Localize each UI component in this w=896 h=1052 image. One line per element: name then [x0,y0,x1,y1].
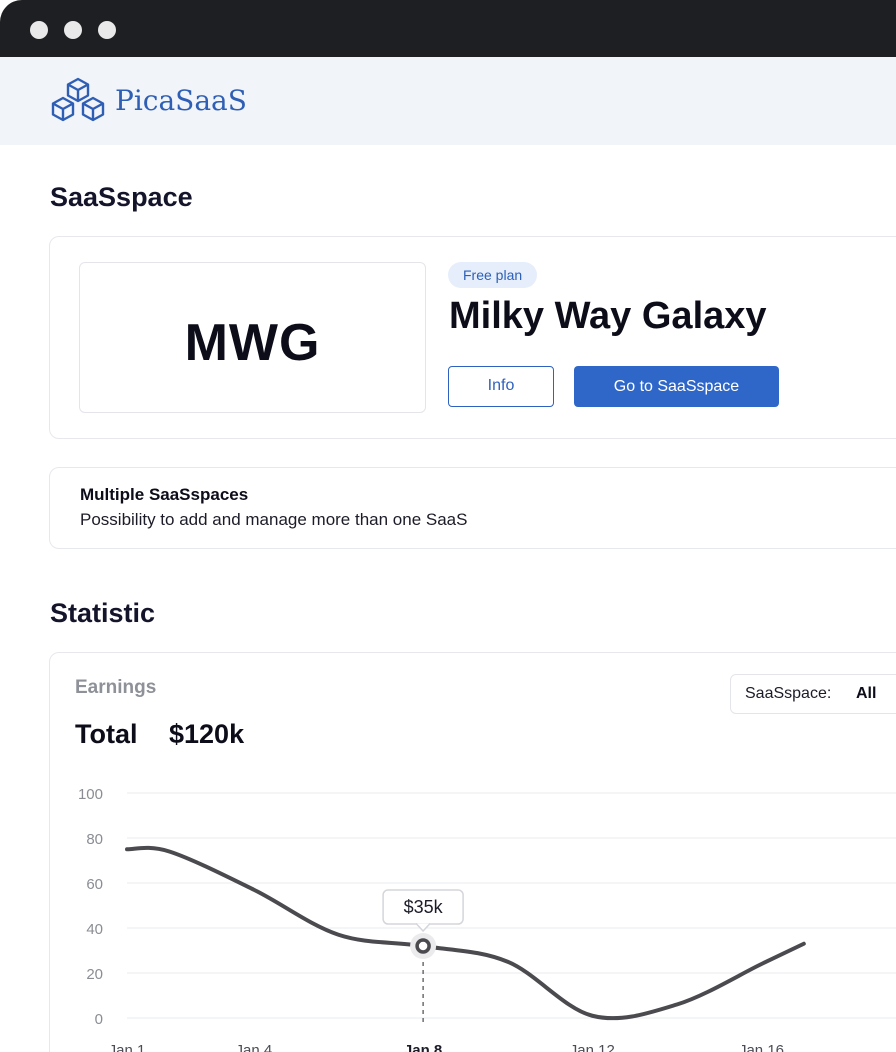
window-maximize-dot[interactable] [98,21,116,39]
saasspace-name: Milky Way Galaxy [449,295,767,337]
tooltip-pointer [415,922,431,933]
y-tick-label: 80 [86,831,103,848]
saasspace-filter-select[interactable]: SaaSspace: All [730,674,896,714]
plan-badge: Free plan [448,262,538,288]
filter-value: All [856,685,877,702]
window-close-dot[interactable] [30,21,48,39]
x-tick-label: Jan 4 [236,1042,273,1052]
earnings-series-line [125,845,806,1021]
brand-name[interactable]: PicaSaaS [115,84,247,117]
x-tick-label: Jan 12 [570,1042,615,1052]
y-tick-label: 0 [95,1011,103,1028]
y-tick-label: 40 [86,921,103,938]
section-title-statistic: Statistic [50,598,156,628]
x-tick-label: Jan 16 [739,1042,784,1052]
cubes-logo-icon [51,77,105,122]
x-tick-label: Jan 8 [404,1042,442,1052]
window-titlebar [0,0,896,57]
x-tick-label: Jan 1 [109,1042,146,1052]
saasspace-logo: MWG [79,262,426,413]
y-tick-label: 100 [78,786,103,803]
data-point-marker [415,938,431,954]
total-value: $120k [169,719,245,749]
feature-description: Possibility to add and manage more than … [80,510,468,529]
filter-label: SaaSspace: [745,685,832,702]
y-tick-label: 60 [86,876,103,893]
info-button[interactable]: Info [448,366,554,407]
window-minimize-dot[interactable] [64,21,82,39]
y-tick-label: 20 [86,966,103,983]
tooltip-label: $35k [404,897,444,917]
earnings-card [49,652,896,1052]
go-to-saasspace-button[interactable]: Go to SaaSspace [574,366,779,407]
feature-card [49,467,896,549]
section-title-saasspace: SaaSspace [50,182,193,212]
total-label: Total [75,719,138,749]
feature-title: Multiple SaaSspaces [80,485,249,504]
earnings-label: Earnings [75,677,157,698]
saasspace-logo-text: MWG [184,314,321,372]
brand-header [0,57,896,145]
